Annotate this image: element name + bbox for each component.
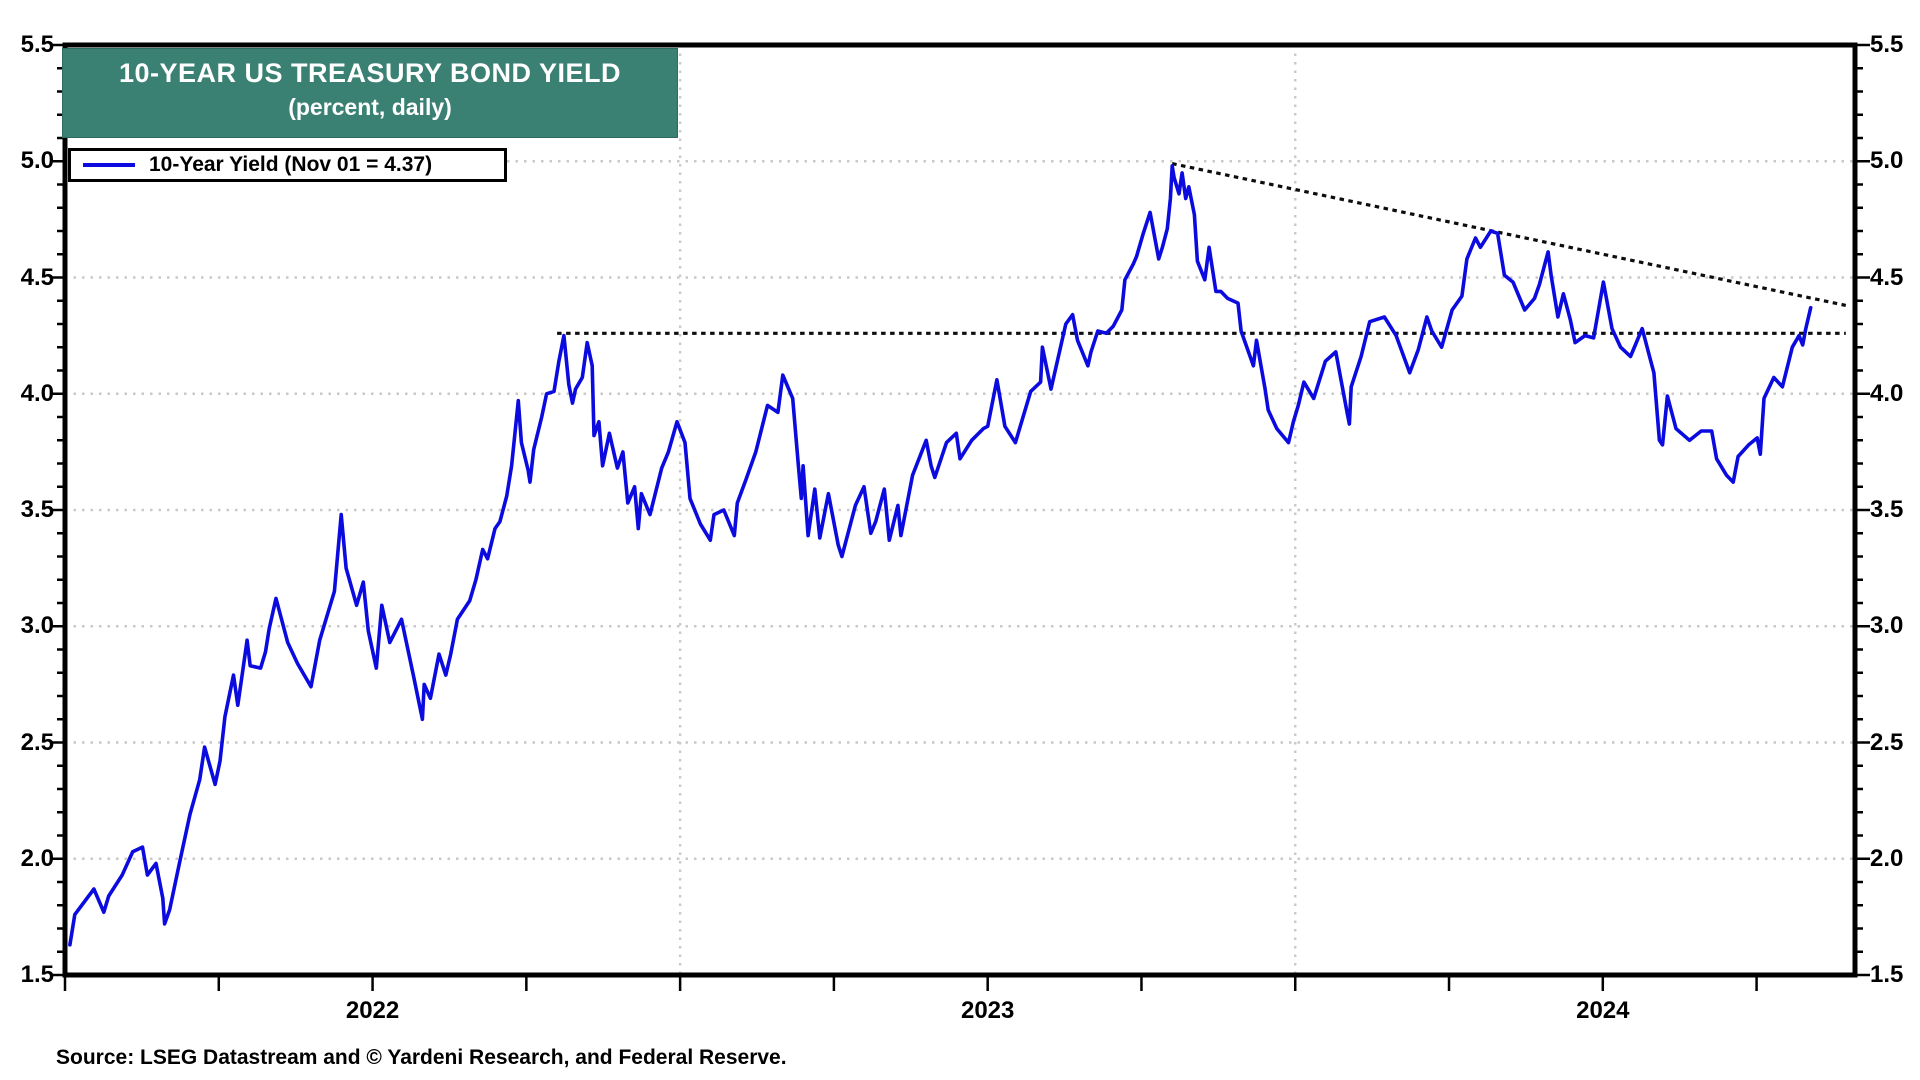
x-axis-year-label: 2023 <box>960 997 1015 1024</box>
y-axis-label-right: 4.5 <box>1870 263 1904 291</box>
yield-line <box>68 164 1813 947</box>
y-axis-label-left: 2.5 <box>20 728 54 756</box>
x-axis-year-label: 2022 <box>345 997 400 1024</box>
y-axis-label-right: 2.0 <box>1870 844 1904 872</box>
x-axis-year-label: 2024 <box>1576 997 1630 1024</box>
legend-box: 10-Year Yield (Nov 01 = 4.37) <box>68 148 507 182</box>
y-axis-label-left: 4.0 <box>20 379 54 407</box>
y-axis-label-left: 3.5 <box>20 496 54 523</box>
y-axis-label-right: 2.5 <box>1870 728 1904 756</box>
y-axis-label-right: 3.5 <box>1870 496 1904 523</box>
y-axis-label-left: 1.5 <box>20 961 54 988</box>
chart-subtitle: (percent, daily) <box>288 94 452 120</box>
y-axis-label-left: 5.0 <box>20 147 54 175</box>
y-axis-label-left: 3.0 <box>20 612 54 640</box>
chart-title-box: 10-YEAR US TREASURY BOND YIELD (percent,… <box>62 48 678 138</box>
legend-label: 10-Year Yield (Nov 01 = 4.37) <box>149 153 433 176</box>
source-note: Source: LSEG Datastream and © Yardeni Re… <box>56 1046 787 1069</box>
y-axis-label-right: 3.0 <box>1870 612 1904 640</box>
y-axis-label-left: 5.5 <box>20 31 54 58</box>
y-axis-label-right: 4.0 <box>1870 379 1904 407</box>
descending-resistance <box>1171 162 1847 307</box>
legend-line-swatch <box>83 163 135 167</box>
chart-title: 10-YEAR US TREASURY BOND YIELD <box>118 58 622 88</box>
y-axis-label-right: 5.0 <box>1870 147 1904 175</box>
y-axis-label-left: 4.5 <box>20 263 54 291</box>
y-axis-label-right: 1.5 <box>1870 961 1904 988</box>
y-axis-label-right: 5.5 <box>1870 31 1904 58</box>
y-axis-label-left: 2.0 <box>20 844 54 872</box>
